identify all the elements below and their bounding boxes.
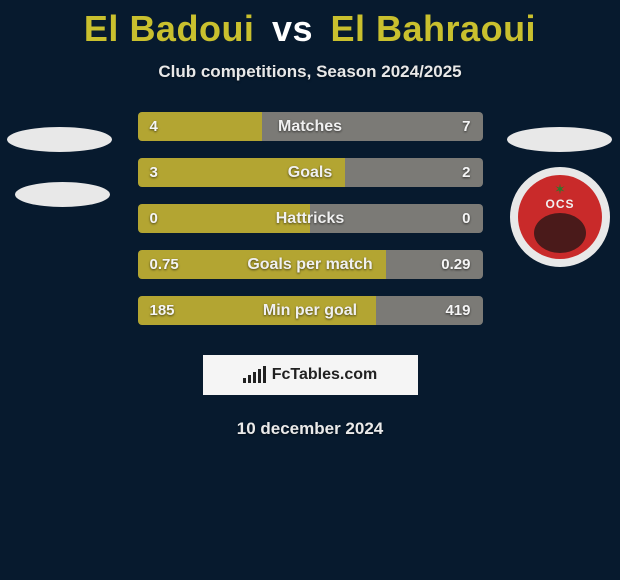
player1-badge-placeholder xyxy=(5,112,115,222)
stat-row: Goals32 xyxy=(138,158,483,187)
stat-bar-left xyxy=(138,296,376,325)
brand-text: FcTables.com xyxy=(272,366,378,384)
player1-name: El Badoui xyxy=(84,8,255,49)
stat-bars: Matches47 Goals32 Hattricks00 Goals per mat… xyxy=(138,112,483,325)
stat-row: Goals per match0.750.29 xyxy=(138,250,483,279)
player2-badge-area: ✶ OCS xyxy=(505,112,615,222)
placeholder-oval-icon xyxy=(7,127,112,152)
ball-icon xyxy=(534,213,586,253)
bar-chart-icon-bar xyxy=(263,366,266,383)
stat-bar-right xyxy=(310,204,483,233)
comparison-title: El Badoui vs El Bahraoui xyxy=(0,0,620,50)
star-icon: ✶ xyxy=(554,181,566,198)
stat-bar-right xyxy=(345,158,483,187)
stat-row: Matches47 xyxy=(138,112,483,141)
stat-bar-left xyxy=(138,158,345,187)
stat-bar-left xyxy=(138,250,386,279)
bar-chart-icon-bar xyxy=(248,375,251,383)
placeholder-oval-icon xyxy=(15,182,110,207)
subtitle: Club competitions, Season 2024/2025 xyxy=(0,62,620,82)
bar-chart-icon xyxy=(243,367,266,383)
date-text: 10 december 2024 xyxy=(0,419,620,439)
player2-name: El Bahraoui xyxy=(331,8,537,49)
stat-bar-right xyxy=(386,250,483,279)
stat-bar-left xyxy=(138,204,311,233)
content-area: ✶ OCS Matches47 Goals32 Hattricks00 Goals p… xyxy=(0,112,620,439)
bar-chart-icon-bar xyxy=(243,378,246,383)
club-badge-text: OCS xyxy=(518,197,602,211)
stat-bar-right xyxy=(376,296,483,325)
stat-bar-right xyxy=(262,112,483,141)
placeholder-oval-icon xyxy=(507,127,612,152)
stat-row: Min per goal185419 xyxy=(138,296,483,325)
stat-row: Hattricks00 xyxy=(138,204,483,233)
bar-chart-icon-bar xyxy=(253,372,256,383)
brand-box[interactable]: FcTables.com xyxy=(203,355,418,395)
stat-bar-left xyxy=(138,112,262,141)
bar-chart-icon-bar xyxy=(258,369,261,383)
vs-text: vs xyxy=(272,8,313,49)
club-badge-inner: ✶ OCS xyxy=(518,175,602,259)
club-badge: ✶ OCS xyxy=(510,167,610,267)
